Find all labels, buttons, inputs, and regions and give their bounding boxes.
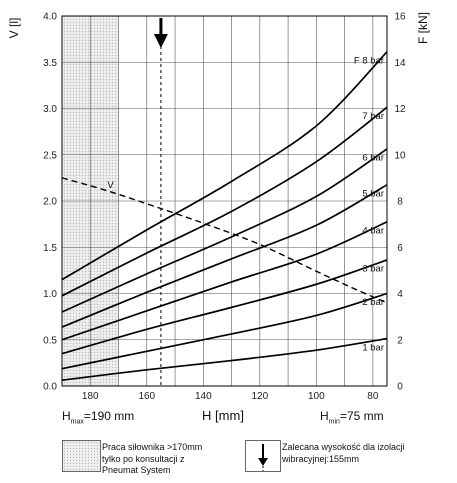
y-left-tick-label: 0.0 (43, 382, 57, 393)
down-arrow-icon (258, 444, 268, 471)
x-axis-title: H [mm] (202, 408, 244, 423)
x-tick-label: 80 (367, 391, 379, 402)
y-right-tick-label: 2 (397, 335, 403, 346)
line-label: 4 bar (362, 226, 384, 237)
line-label: 5 bar (362, 189, 384, 200)
line-label: 3 bar (362, 264, 384, 275)
y-left-axis-title: V [l] (7, 18, 21, 39)
arrow-swatch (245, 440, 281, 472)
legend-hatched-line3: Pneumat System (102, 465, 171, 475)
y-right-tick-label: 0 (397, 382, 403, 393)
h-max-label: Hmax=190 mm (62, 409, 135, 426)
series-line-7-bar (61, 106, 388, 297)
y-left-tick-label: 2.5 (43, 150, 57, 161)
series-line-v (61, 177, 388, 304)
hatch-swatch (62, 440, 101, 472)
y-left-tick-label: 2.0 (43, 197, 57, 208)
series-line-3-bar (61, 259, 388, 355)
x-tick-label: 120 (251, 391, 268, 402)
line-label: 1 bar (362, 342, 384, 353)
plot-frame (61, 15, 388, 387)
legend-hatched-line1: Praca siłownika >170mm (102, 442, 203, 452)
y-left-tick-label: 0.5 (43, 335, 57, 346)
line-labels: 1 bar 2 bar 3 bar 4 bar 5 bar 6 bar 7 bar F 8 b… (107, 56, 384, 354)
y-right-tick-label: 10 (394, 150, 406, 161)
y-left-tick-label: 1.5 (43, 243, 57, 254)
series-lines (61, 51, 388, 382)
y-right-tick-label: 16 (394, 12, 406, 23)
series-line-5-bar (61, 184, 388, 328)
line-label: F 8 bar (354, 56, 384, 67)
line-label: 7 bar (362, 111, 384, 122)
series-line-1-bar (61, 337, 388, 382)
legend-arrow-line2: wibracyjnej:155mm (282, 453, 360, 464)
y-left-tick-label: 4.0 (43, 12, 57, 23)
y-right-tick-label: 4 (397, 289, 403, 300)
recommended-height-marker (153, 18, 168, 386)
down-arrow-icon (153, 34, 168, 48)
line-label: V (107, 180, 114, 191)
x-tick-label: 160 (138, 391, 155, 402)
tick-labels: 180 160 140 120 100 800.00.51.01.52.02.53.03.… (43, 12, 406, 403)
y-left-tick-label: 3.0 (43, 104, 57, 115)
y-right-axis-title: F [kN] (416, 12, 430, 44)
legend-arrow-line1: Zalecana wysokość dla izolacji (282, 442, 405, 452)
y-right-tick-label: 12 (394, 104, 406, 115)
x-tick-label: 180 (82, 391, 99, 402)
line-label: 6 bar (362, 153, 384, 164)
legend-hatched-line2: tylko po konsultacji z (102, 453, 185, 464)
y-left-tick-label: 3.5 (43, 58, 57, 69)
y-right-tick-label: 8 (397, 197, 403, 208)
series-line-4-bar (61, 221, 388, 341)
y-right-tick-label: 14 (394, 58, 406, 69)
series-line-6-bar (61, 148, 388, 313)
grid (61, 15, 388, 387)
y-left-tick-label: 1.0 (43, 289, 57, 300)
line-label: 2 bar (362, 297, 384, 308)
x-tick-label: 100 (308, 391, 325, 402)
series-line-8-bar (61, 51, 388, 281)
series-line-2-bar (61, 292, 388, 370)
h-min-label: Hmin=75 mm (320, 409, 384, 426)
y-right-tick-label: 6 (397, 243, 403, 254)
x-tick-label: 140 (195, 391, 212, 402)
